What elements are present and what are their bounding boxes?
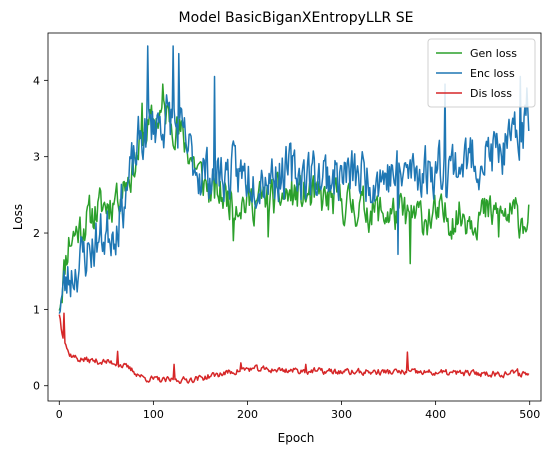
x-tick-label: 300 — [331, 408, 352, 421]
y-tick-label: 4 — [33, 74, 40, 87]
x-tick-label: 500 — [519, 408, 540, 421]
legend-label: Gen loss — [470, 47, 517, 60]
legend: Gen loss Enc loss Dis loss — [427, 38, 536, 108]
x-tick-label: 400 — [425, 408, 446, 421]
x-tick-label: 100 — [143, 408, 164, 421]
y-tick-label: 1 — [33, 303, 40, 316]
x-axis-label: Epoch — [278, 431, 315, 445]
chart-title: Model BasicBiganXEntropyLLR SE — [179, 10, 414, 26]
x-tick-label: 0 — [56, 408, 63, 421]
y-axis: 0 1 2 3 4 — [33, 74, 48, 393]
y-tick-label: 3 — [33, 151, 40, 164]
legend-label: Enc loss — [470, 67, 515, 80]
series-line-gen-loss — [58, 83, 530, 311]
x-tick-label: 200 — [237, 408, 258, 421]
y-axis-label: Loss — [11, 204, 25, 230]
y-tick-label: 2 — [33, 227, 40, 240]
legend-box — [427, 38, 536, 108]
plot-area — [47, 32, 542, 402]
plot-frame — [47, 32, 542, 402]
series-line-enc-loss — [58, 45, 530, 314]
legend-label: Dis loss — [470, 87, 512, 100]
series-line-dis-loss — [58, 312, 530, 384]
y-tick-label: 0 — [33, 380, 40, 393]
x-axis: 0 100 200 300 400 500 — [56, 401, 540, 421]
